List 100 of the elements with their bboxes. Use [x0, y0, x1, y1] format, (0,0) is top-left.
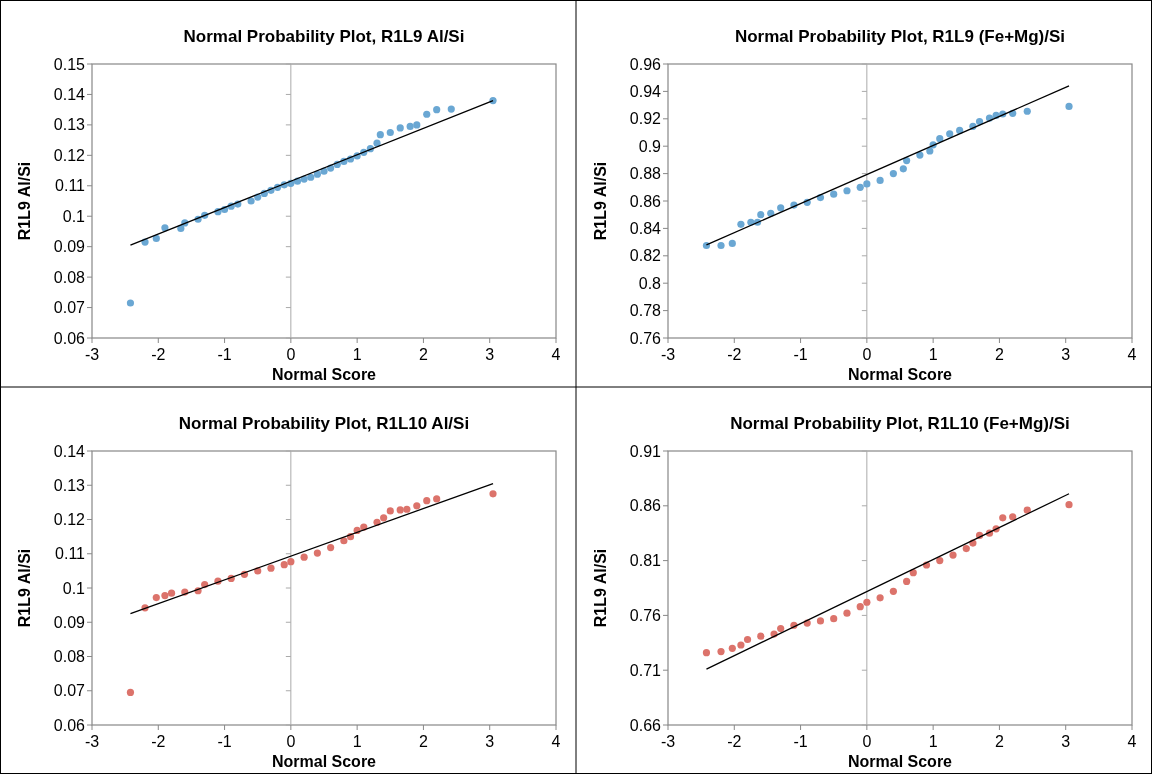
- y-tick-label: 0.07: [53, 299, 86, 317]
- y-tick-label: 0.09: [53, 613, 86, 631]
- point: [999, 514, 1007, 522]
- x-tick-label: 3: [485, 346, 495, 363]
- point: [876, 176, 884, 185]
- point: [843, 187, 851, 195]
- x-tick-label: -1: [793, 733, 808, 750]
- point: [737, 220, 745, 228]
- point: [373, 139, 381, 147]
- point: [126, 299, 135, 307]
- y-tick-label: 0.11: [55, 545, 86, 563]
- point: [956, 126, 964, 135]
- y-tick-label: 0.91: [629, 442, 662, 460]
- x-tick-label: -3: [660, 346, 676, 363]
- point: [406, 122, 414, 131]
- point: [161, 224, 169, 232]
- y-tick-label: 0.86: [629, 497, 662, 515]
- point: [340, 537, 348, 545]
- x-tick-label: 1: [928, 346, 938, 363]
- x-axis-title: Normal Score: [271, 753, 377, 770]
- x-tick-label: 0: [286, 346, 296, 363]
- point: [386, 507, 394, 515]
- y-tick-label: 0.08: [53, 268, 86, 286]
- point: [949, 551, 957, 559]
- x-tick-label: -2: [151, 733, 166, 750]
- point: [916, 151, 924, 159]
- point: [413, 121, 421, 129]
- point: [1065, 102, 1073, 111]
- x-tick-label: -3: [84, 346, 100, 363]
- point: [909, 569, 917, 577]
- y-tick-label: 0.14: [53, 86, 86, 104]
- point: [767, 209, 775, 217]
- point: [152, 593, 160, 602]
- point: [300, 553, 308, 561]
- x-tick-label: 3: [485, 733, 495, 750]
- y-tick-label: 0.82: [629, 247, 662, 265]
- x-tick-label: 1: [928, 733, 938, 750]
- x-tick-label: -2: [151, 346, 166, 363]
- y-tick-label: 0.15: [53, 55, 86, 73]
- point: [816, 617, 825, 625]
- y-tick-label: 0.71: [629, 661, 662, 679]
- x-tick-label: 0: [862, 733, 872, 750]
- point: [396, 506, 404, 514]
- x-axis-title: Normal Score: [847, 753, 953, 770]
- point: [728, 239, 736, 248]
- x-tick-label: 1: [352, 346, 362, 363]
- x-tick-label: -1: [793, 346, 808, 363]
- chart-title: Normal Probability Plot, R1L10 (Fe+Mg)/Si: [730, 414, 1070, 433]
- point: [287, 558, 295, 566]
- y-axis-title: R1L9 Al/Si: [16, 548, 33, 628]
- x-tick-label: -2: [727, 346, 742, 363]
- point: [737, 641, 745, 649]
- point: [876, 594, 884, 602]
- y-tick-label: 0.06: [53, 329, 86, 347]
- point: [396, 124, 404, 132]
- y-axis-title: R1L9 Al/Si: [592, 161, 609, 241]
- y-tick-label: 0.1: [62, 579, 86, 597]
- x-tick-label: -3: [660, 733, 676, 750]
- y-tick-label: 0.12: [53, 511, 86, 529]
- y-tick-label: 0.11: [55, 177, 86, 195]
- point: [702, 649, 711, 657]
- point: [975, 117, 984, 126]
- chart-title: Normal Probability Plot, R1L9 Al/Si: [183, 27, 465, 46]
- point: [423, 110, 431, 118]
- x-tick-label: 3: [1061, 733, 1071, 750]
- x-tick-label: -2: [727, 733, 742, 750]
- point: [1065, 501, 1073, 509]
- point: [267, 564, 275, 572]
- x-tick-label: 0: [286, 733, 296, 750]
- y-axis-title: R1L9 Al/Si: [592, 548, 609, 628]
- y-tick-label: 0.96: [629, 55, 662, 73]
- y-tick-label: 0.76: [629, 329, 662, 347]
- point: [313, 549, 321, 557]
- x-tick-label: 4: [551, 346, 561, 363]
- x-tick-label: 4: [551, 733, 561, 750]
- point: [247, 197, 255, 205]
- point: [161, 591, 169, 600]
- point: [313, 170, 321, 178]
- y-tick-label: 0.76: [629, 607, 662, 624]
- point: [447, 105, 455, 113]
- point: [757, 632, 765, 640]
- x-tick-label: 2: [994, 733, 1004, 750]
- point: [489, 490, 497, 498]
- point: [903, 577, 911, 586]
- x-tick-label: -1: [217, 733, 232, 750]
- x-tick-label: 1: [352, 733, 362, 750]
- point: [403, 505, 411, 513]
- chart-title: Normal Probability Plot, R1L10 Al/Si: [178, 414, 470, 433]
- x-tick-label: 3: [1061, 346, 1071, 363]
- y-axis-title: R1L9 Al/Si: [16, 161, 33, 241]
- x-tick-label: -3: [84, 733, 100, 750]
- x-tick-label: 2: [994, 346, 1004, 363]
- point: [743, 635, 752, 644]
- point: [1023, 506, 1031, 514]
- point: [1009, 513, 1017, 521]
- point: [777, 204, 785, 212]
- y-tick-label: 0.81: [629, 552, 662, 570]
- point: [152, 234, 160, 243]
- y-tick-label: 0.06: [53, 716, 86, 734]
- y-tick-label: 0.13: [53, 116, 86, 134]
